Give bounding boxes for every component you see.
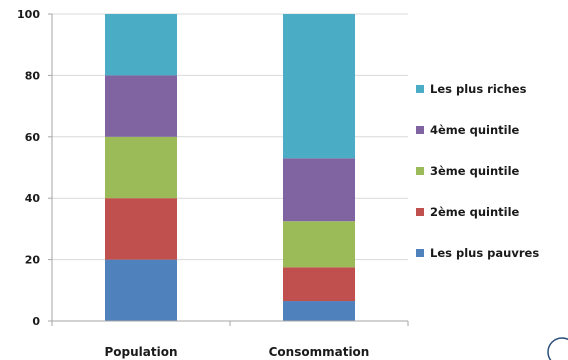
legend-swatch bbox=[416, 85, 424, 93]
y-tick-labels: 0 20 40 60 80 100 bbox=[17, 8, 40, 328]
x-category-labels: Population Consommation bbox=[104, 345, 369, 359]
y-tick-label: 20 bbox=[25, 254, 41, 267]
legend-label: Les plus riches bbox=[430, 82, 527, 96]
bar-segment bbox=[105, 259, 177, 321]
y-tick-label: 60 bbox=[25, 131, 41, 144]
bar-segment bbox=[105, 75, 177, 137]
legend-swatch bbox=[416, 167, 424, 175]
bars bbox=[105, 14, 355, 321]
bar-segment bbox=[283, 14, 355, 159]
bar-segment bbox=[283, 267, 355, 302]
y-tick-label: 100 bbox=[17, 8, 40, 21]
legend-swatch bbox=[416, 208, 424, 216]
legend-swatch bbox=[416, 126, 424, 134]
legend: Les plus riches 4ème quintile 3ème quintil… bbox=[416, 82, 539, 260]
bar-segment bbox=[105, 14, 177, 76]
legend-label: 2ème quintile bbox=[430, 205, 520, 219]
bar-segment bbox=[105, 198, 177, 260]
bar-segment bbox=[283, 158, 355, 222]
bar-segment bbox=[105, 136, 177, 199]
y-tick-label: 40 bbox=[25, 192, 41, 205]
x-category-label: Population bbox=[104, 345, 177, 359]
legend-label: 3ème quintile bbox=[430, 164, 520, 178]
bar-segment bbox=[283, 301, 355, 321]
bar-segment bbox=[283, 221, 355, 268]
legend-label: 4ème quintile bbox=[430, 123, 520, 137]
x-category-label: Consommation bbox=[269, 345, 370, 359]
legend-label: Les plus pauvres bbox=[430, 246, 539, 260]
y-tick-label: 0 bbox=[32, 315, 40, 328]
y-tick-label: 80 bbox=[25, 69, 41, 82]
axes bbox=[48, 13, 409, 326]
circle-decoration bbox=[547, 337, 568, 360]
legend-swatch bbox=[416, 249, 424, 257]
